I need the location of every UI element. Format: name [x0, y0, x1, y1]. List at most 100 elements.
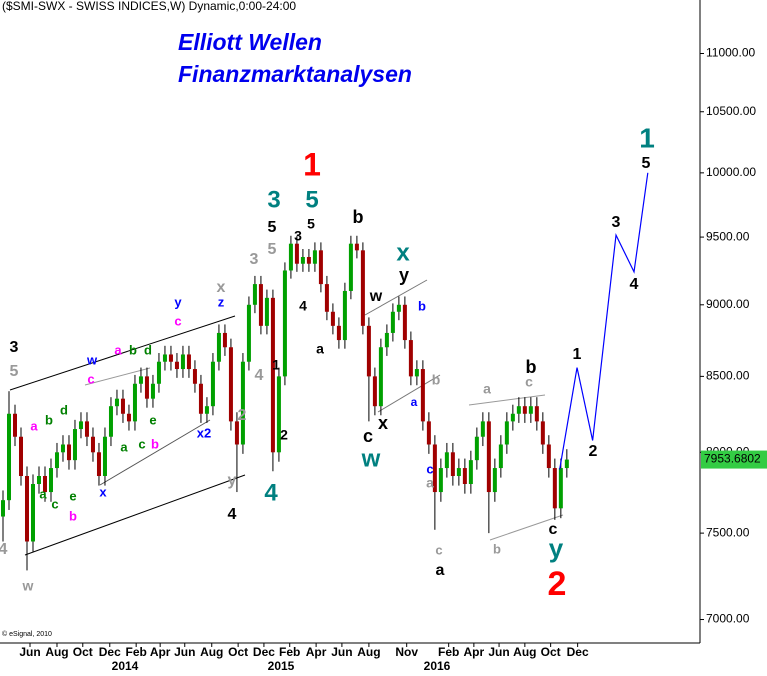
candle-body [174, 361, 179, 370]
last-price-label: 7953.6802 [704, 452, 761, 466]
candle-body [60, 444, 65, 453]
wave-label: 1 [573, 346, 582, 363]
x-tick-label: Oct [73, 645, 93, 659]
candle-body [270, 297, 275, 453]
candle-body [276, 376, 281, 453]
wave-label: 1 [639, 122, 655, 153]
y-tick-label: 9000.00 [706, 297, 750, 311]
wave-label: 4 [0, 541, 8, 558]
candle-body [102, 436, 107, 477]
wave-label: 2 [238, 407, 247, 424]
candle-body [204, 406, 209, 414]
candle-body [258, 284, 263, 326]
wave-label: a [411, 395, 418, 409]
wave-label: 1 [272, 357, 280, 373]
candle-body [144, 376, 149, 399]
candle-body [282, 270, 287, 377]
candle-body [264, 297, 269, 326]
wave-label: c [51, 496, 58, 511]
wave-label: e [149, 412, 156, 427]
wave-label: w [22, 578, 34, 594]
x-tick-label: Jun [488, 645, 509, 659]
wave-label: y [549, 533, 564, 563]
forecast-line [559, 172, 649, 470]
candle-body [396, 304, 401, 312]
wave-label: a [120, 439, 128, 454]
candle-body [426, 421, 431, 445]
wave-label: d [60, 402, 68, 417]
candle-body [510, 413, 515, 422]
wave-label: 5 [10, 363, 19, 380]
wave-label: x [99, 484, 107, 499]
candle-body [390, 311, 395, 333]
wave-label: a [114, 342, 122, 357]
y-tick-label: 10000.00 [706, 165, 756, 179]
candle-body [96, 452, 101, 477]
candle-body [474, 436, 479, 461]
wave-label: y [399, 265, 409, 285]
candle-body [12, 413, 17, 437]
candle-body [24, 476, 29, 542]
candle-body [42, 476, 47, 493]
y-tick-label: 10500.00 [706, 104, 756, 118]
candle-body [180, 354, 185, 370]
wave-label: b [493, 541, 501, 556]
candle-body [456, 468, 461, 477]
chart-title: ($SMI-SWX - SWISS INDICES,W) Dynamic,0:0… [2, 0, 296, 13]
candle-body [108, 406, 113, 437]
candle-body [186, 354, 191, 370]
candle-body [528, 406, 533, 414]
wave-label: d [144, 342, 152, 357]
wave-label: b [69, 508, 77, 523]
candle-body [318, 250, 323, 285]
candle-body [168, 354, 173, 362]
candle-body [552, 468, 557, 509]
candle-body [348, 243, 353, 291]
x-tick-label: Oct [541, 645, 561, 659]
wave-label: 1 [303, 146, 321, 182]
x-tick-label: Apr [306, 645, 327, 659]
candle-body [534, 406, 539, 422]
wave-label: c [363, 426, 373, 446]
wave-label: c [138, 436, 145, 451]
candle-body [378, 347, 383, 407]
x-tick-label: Feb [279, 645, 300, 659]
wave-label: 3 [267, 186, 280, 213]
candle-body [384, 332, 389, 348]
candle-body [312, 250, 317, 264]
candle-body [480, 421, 485, 437]
candle-body [414, 369, 419, 377]
candle-body [420, 369, 425, 422]
candle-body [192, 369, 197, 384]
wave-label: a [30, 418, 38, 433]
x-tick-label: Jun [331, 645, 352, 659]
candle-body [324, 284, 329, 312]
candle-body [132, 383, 137, 422]
wave-label: 3 [612, 214, 621, 231]
candle-body [354, 243, 359, 251]
wave-label: y [174, 294, 182, 309]
channel-line [468, 394, 546, 406]
wave-label: x [396, 239, 410, 266]
candle-body [234, 421, 239, 445]
candle-body [342, 290, 347, 341]
wave-label: a [316, 341, 324, 357]
channel-line [24, 474, 246, 556]
candle-body [492, 468, 497, 493]
wave-label: 2 [589, 443, 598, 460]
wave-label: w [369, 288, 383, 305]
x-tick-label: Jun [174, 645, 195, 659]
wave-label: b [353, 207, 364, 227]
candle-body [198, 383, 203, 414]
trend-lines [9, 279, 564, 556]
x-tick-label: Aug [513, 645, 536, 659]
wave-label: 4 [630, 276, 639, 293]
channel-line [84, 367, 151, 386]
y-tick-label: 9500.00 [706, 229, 750, 243]
candle-body [546, 444, 551, 469]
wave-label: b [129, 342, 137, 357]
channel-line [489, 514, 564, 541]
wave-label: c [549, 521, 558, 538]
wave-label: c [435, 542, 442, 557]
